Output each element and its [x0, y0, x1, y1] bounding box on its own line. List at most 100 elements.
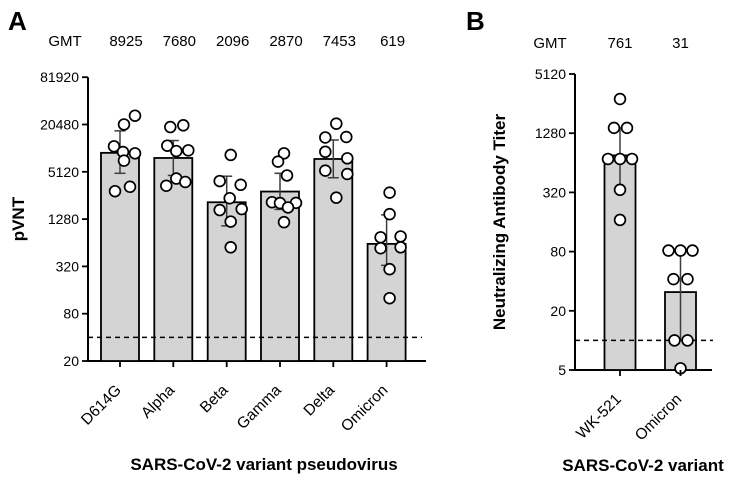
y-tick-label: 5120: [48, 164, 79, 180]
data-point-Omicron: [667, 272, 680, 286]
gmt-value-Delta: 7453: [323, 33, 356, 50]
data-point-Gamma: [271, 155, 285, 168]
data-point-Omicron: [681, 272, 694, 286]
data-point-Delta: [319, 164, 332, 177]
data-point-Omicron: [383, 186, 396, 199]
x-label-WK-521: WK-521: [573, 391, 625, 443]
panel-b-letter: B: [466, 6, 485, 36]
data-point-Alpha: [161, 139, 174, 152]
data-point-Omicron: [374, 241, 387, 255]
x-label-Beta: Beta: [197, 382, 232, 417]
y-tick-label: 80: [550, 244, 566, 260]
data-point-Gamma: [277, 147, 291, 160]
data-point-Omicron: [674, 244, 687, 257]
y-tick-label: 320: [543, 184, 567, 200]
y-tick-label: 1280: [48, 211, 79, 227]
data-point-Delta: [319, 131, 332, 144]
data-point-Beta: [224, 241, 237, 254]
gmt-header-label-B: GMT: [533, 35, 566, 52]
data-point-D614G: [128, 147, 142, 160]
x-axis-title-A: SARS-CoV-2 variant pseudovirus: [130, 455, 397, 474]
data-point-Omicron: [662, 244, 675, 257]
x-axis-title-B: SARS-CoV-2 variant: [562, 456, 724, 475]
data-point-Beta: [213, 203, 226, 217]
data-point-Delta: [340, 130, 353, 144]
y-tick-label: 20: [63, 353, 79, 369]
gmt-header-label-A: GMT: [48, 33, 81, 50]
x-label-D614G: D614G: [78, 382, 125, 429]
bar-Beta: [206, 201, 247, 362]
data-point-Delta: [330, 117, 343, 130]
data-point-Omicron: [681, 334, 694, 347]
data-point-Gamma: [280, 169, 294, 182]
data-point-Beta: [224, 215, 237, 228]
x-label-Omicron: Omicron: [632, 391, 685, 444]
data-point-WK-521: [613, 213, 627, 227]
gmt-value-D614G: 8925: [109, 33, 142, 50]
data-point-Alpha: [170, 144, 183, 158]
data-point-Omicron: [383, 262, 396, 276]
x-label-Alpha: Alpha: [138, 382, 178, 422]
data-point-Delta: [341, 167, 354, 181]
data-point-WK-521: [613, 183, 627, 197]
data-point-Omicron: [383, 291, 396, 305]
data-point-Delta: [341, 152, 354, 165]
data-point-Omicron: [668, 334, 681, 347]
data-point-Omicron: [383, 207, 396, 221]
data-point-D614G: [117, 154, 131, 167]
bar-Gamma: [260, 190, 300, 362]
data-point-WK-521: [601, 152, 615, 166]
y-tick-label: 20480: [40, 117, 79, 133]
data-point-WK-521: [613, 92, 627, 106]
gmt-value-Omicron: 31: [672, 35, 689, 52]
gmt-value-WK-521: 761: [607, 35, 632, 52]
data-point-Omicron: [394, 230, 407, 243]
data-point-WK-521: [620, 121, 634, 135]
data-point-Omicron: [686, 244, 699, 257]
y-tick-label: 1280: [535, 125, 566, 141]
data-point-Omicron: [394, 241, 407, 254]
gmt-value-Omicron: 619: [380, 33, 405, 50]
x-label-Delta: Delta: [301, 382, 339, 420]
bar-Delta: [313, 158, 354, 362]
data-point-Delta: [319, 145, 332, 159]
data-point-Alpha: [179, 175, 192, 189]
y-tick-label: 80: [63, 306, 79, 322]
data-point-Beta: [235, 202, 248, 216]
y-axis-title-A: pVNT: [9, 196, 28, 241]
data-point-Beta: [224, 148, 237, 162]
data-point-Alpha: [164, 120, 177, 134]
y-axis-title-B: Neutralizing Antibody Titer: [490, 113, 509, 330]
bar-Alpha: [153, 157, 194, 362]
y-tick-label: 320: [56, 258, 80, 274]
data-point-Omicron: [374, 231, 387, 244]
data-point-D614G: [108, 184, 122, 198]
data-point-Delta: [330, 191, 343, 204]
data-point-WK-521: [625, 152, 639, 166]
y-tick-label: 20: [550, 303, 566, 319]
panel-a-letter: A: [8, 6, 27, 36]
data-point-WK-521: [607, 121, 621, 135]
data-point-Alpha: [182, 144, 195, 157]
data-point-Alpha: [177, 119, 190, 132]
data-point-Beta: [223, 191, 236, 205]
data-point-Gamma: [277, 215, 291, 229]
data-point-D614G: [117, 118, 131, 131]
data-point-Beta: [234, 178, 247, 192]
gmt-value-Gamma: 2870: [269, 33, 302, 50]
y-tick-label: 5120: [535, 66, 566, 82]
data-point-WK-521: [613, 152, 627, 166]
y-tick-label: 5: [558, 362, 566, 378]
x-label-Gamma: Gamma: [234, 382, 285, 433]
data-point-D614G: [128, 109, 142, 122]
y-tick-label: 81920: [40, 69, 79, 85]
data-point-D614G: [123, 180, 137, 194]
data-point-Gamma: [281, 201, 295, 214]
x-label-Omicron: Omicron: [338, 382, 391, 435]
gmt-value-Beta: 2096: [216, 33, 249, 50]
data-point-D614G: [107, 140, 121, 153]
gmt-value-Alpha: 7680: [163, 33, 196, 50]
data-point-Alpha: [160, 179, 173, 193]
